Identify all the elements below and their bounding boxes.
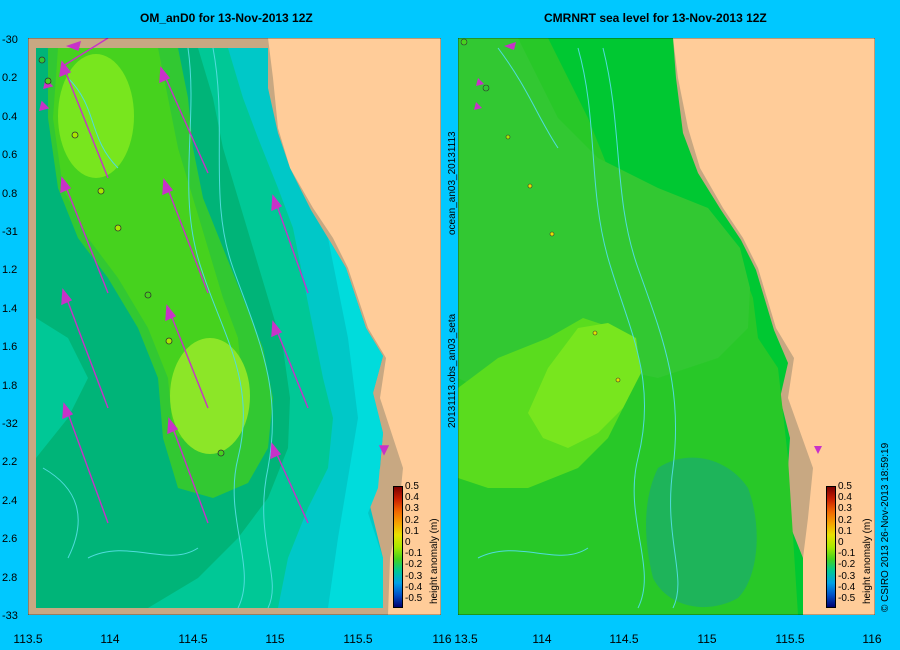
y-tick-label: 0.4 — [2, 110, 18, 123]
copyright-label: © CSIRO 2013 26-Nov-2013 18:59:19 — [880, 442, 891, 612]
y-tick-label: 1.6 — [2, 341, 18, 354]
colorbar-tick-label: 0.1 — [838, 525, 852, 537]
y-tick-label: -33 — [2, 610, 18, 622]
y-tick-label: -31 — [2, 226, 18, 238]
observation-points — [38, 56, 225, 457]
colorbar-tick-label: 0.3 — [405, 503, 419, 515]
y-tick-label: 0.8 — [2, 187, 18, 200]
right-map-panel — [458, 38, 875, 615]
colorbar-tick-label: -0.4 — [405, 581, 423, 593]
y-tick-label: 0.6 — [2, 149, 18, 162]
left-map-panel — [28, 38, 441, 615]
colorbar-tick-label: -0.5 — [405, 593, 423, 604]
x-tick-label-left: 114 — [100, 632, 120, 646]
x-tick-label-left: 114.5 — [178, 632, 208, 646]
colorbar-tick-label: -0.3 — [405, 570, 423, 582]
colorbar-gradient — [393, 486, 403, 608]
x-tick-label-right: 115 — [697, 632, 717, 646]
colorbar-tick-label: 0.4 — [405, 492, 419, 504]
colorbar-tick-label: 0.2 — [838, 514, 852, 526]
right-velocity-arrows — [474, 42, 822, 454]
y-tick-label: 2.4 — [2, 494, 18, 507]
colorbar-title: height anomaly (m) — [862, 518, 873, 604]
colorbar-tick-label: -0.4 — [838, 581, 856, 593]
left-panel-title: OM_anD0 for 13-Nov-2013 12Z — [140, 11, 313, 25]
colorbar-tick-label: -0.1 — [405, 548, 423, 560]
y-tick-label: 2.8 — [2, 571, 18, 584]
x-tick-label-right: 114 — [532, 632, 552, 646]
satellite-points — [460, 38, 621, 383]
left-map-svg — [28, 38, 441, 615]
x-tick-label-right: 116 — [862, 632, 882, 646]
x-tick-label-left: 113.5 — [13, 632, 43, 646]
colorbar-gradient — [826, 486, 836, 608]
y-tick-label: -32 — [2, 418, 18, 430]
colorbar-tick-label: 0 — [838, 537, 844, 548]
right-panel-title: CMRNRT sea level for 13-Nov-2013 12Z — [544, 11, 767, 25]
colorbar-tick-label: 0.5 — [405, 481, 419, 492]
y-tick-label: 2.6 — [2, 533, 18, 546]
y-tick-label: 2.2 — [2, 456, 18, 469]
run-label-bottom: 20131113.obs_an03_seta — [447, 313, 458, 428]
y-tick-label: -30 — [2, 34, 18, 46]
colorbar-tick-label: 0.3 — [838, 503, 852, 515]
colorbar-tick-label: -0.1 — [838, 548, 856, 560]
colorbar-tick-label: -0.3 — [838, 570, 856, 582]
y-tick-label: 1.2 — [2, 264, 18, 277]
x-tick-label-right: 116 — [432, 632, 452, 646]
x-tick-label-right: 114.5 — [609, 632, 639, 646]
colorbar-tick-label: 0.2 — [405, 514, 419, 526]
colorbar-title: height anomaly (m) — [429, 518, 440, 604]
x-tick-label-right: 115.5 — [775, 632, 805, 646]
colorbar-tick-label: -0.2 — [405, 559, 423, 571]
right-map-svg — [458, 38, 875, 615]
y-tick-label: 0.2 — [2, 72, 18, 85]
y-tick-label: 1.4 — [2, 302, 18, 315]
run-label-top: ocean_an03_20131113 — [447, 131, 458, 235]
colorbar-tick-label: -0.5 — [838, 593, 856, 604]
colorbar-tick-label: 0.5 — [838, 481, 852, 492]
colorbar-tick-label: 0 — [405, 537, 411, 548]
colorbar-tick-label: 0.4 — [838, 492, 852, 504]
y-tick-label: 1.8 — [2, 379, 18, 392]
x-tick-label-right: 13.5 — [454, 632, 478, 646]
colorbar-tick-label: -0.2 — [838, 559, 856, 571]
x-tick-label-left: 115 — [265, 632, 285, 646]
colorbar-tick-label: 0.1 — [405, 525, 419, 537]
velocity-arrows — [39, 38, 390, 524]
x-tick-label-left: 115.5 — [343, 632, 373, 646]
